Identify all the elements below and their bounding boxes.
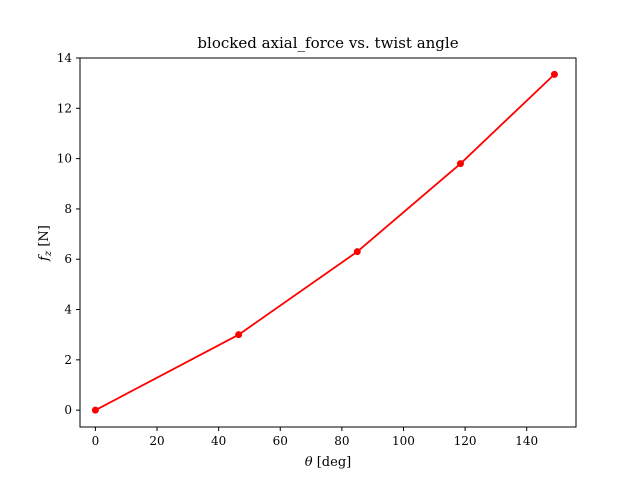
x-axis-ticks: 0 20 40 60 80 100 120 140 (92, 427, 538, 448)
x-axis-label: θ [deg] (305, 455, 351, 470)
y-tick-label: 8 (64, 202, 72, 216)
x-tick-label: 140 (515, 434, 538, 448)
x-tick-label: 120 (454, 434, 477, 448)
x-tick-label: 20 (149, 434, 164, 448)
y-tick-label: 12 (57, 101, 72, 115)
plot-area (79, 57, 577, 428)
y-tick-label: 4 (64, 303, 72, 317)
y-tick-label: 2 (64, 353, 72, 367)
x-tick-label: 100 (392, 434, 415, 448)
x-tick-label: 40 (211, 434, 226, 448)
data-point (456, 160, 464, 168)
y-tick-label: 0 (64, 403, 72, 417)
x-tick-label: 80 (334, 434, 349, 448)
y-tick-label: 6 (64, 252, 72, 266)
y-tick-label: 10 (57, 152, 72, 166)
plot-frame (79, 57, 577, 428)
data-point (353, 248, 361, 256)
y-axis-ticks: 0 2 4 6 8 10 12 14 (57, 51, 80, 417)
x-tick-label: 0 (92, 434, 100, 448)
series-layer (91, 70, 558, 414)
data-point (550, 70, 558, 78)
y-axis-label: fz [N] (37, 225, 54, 262)
data-point (91, 406, 99, 414)
data-point (235, 331, 243, 339)
y-tick-label: 14 (57, 51, 73, 65)
x-tick-label: 60 (273, 434, 288, 448)
chart-title: blocked axial_force vs. twist angle (197, 34, 458, 52)
